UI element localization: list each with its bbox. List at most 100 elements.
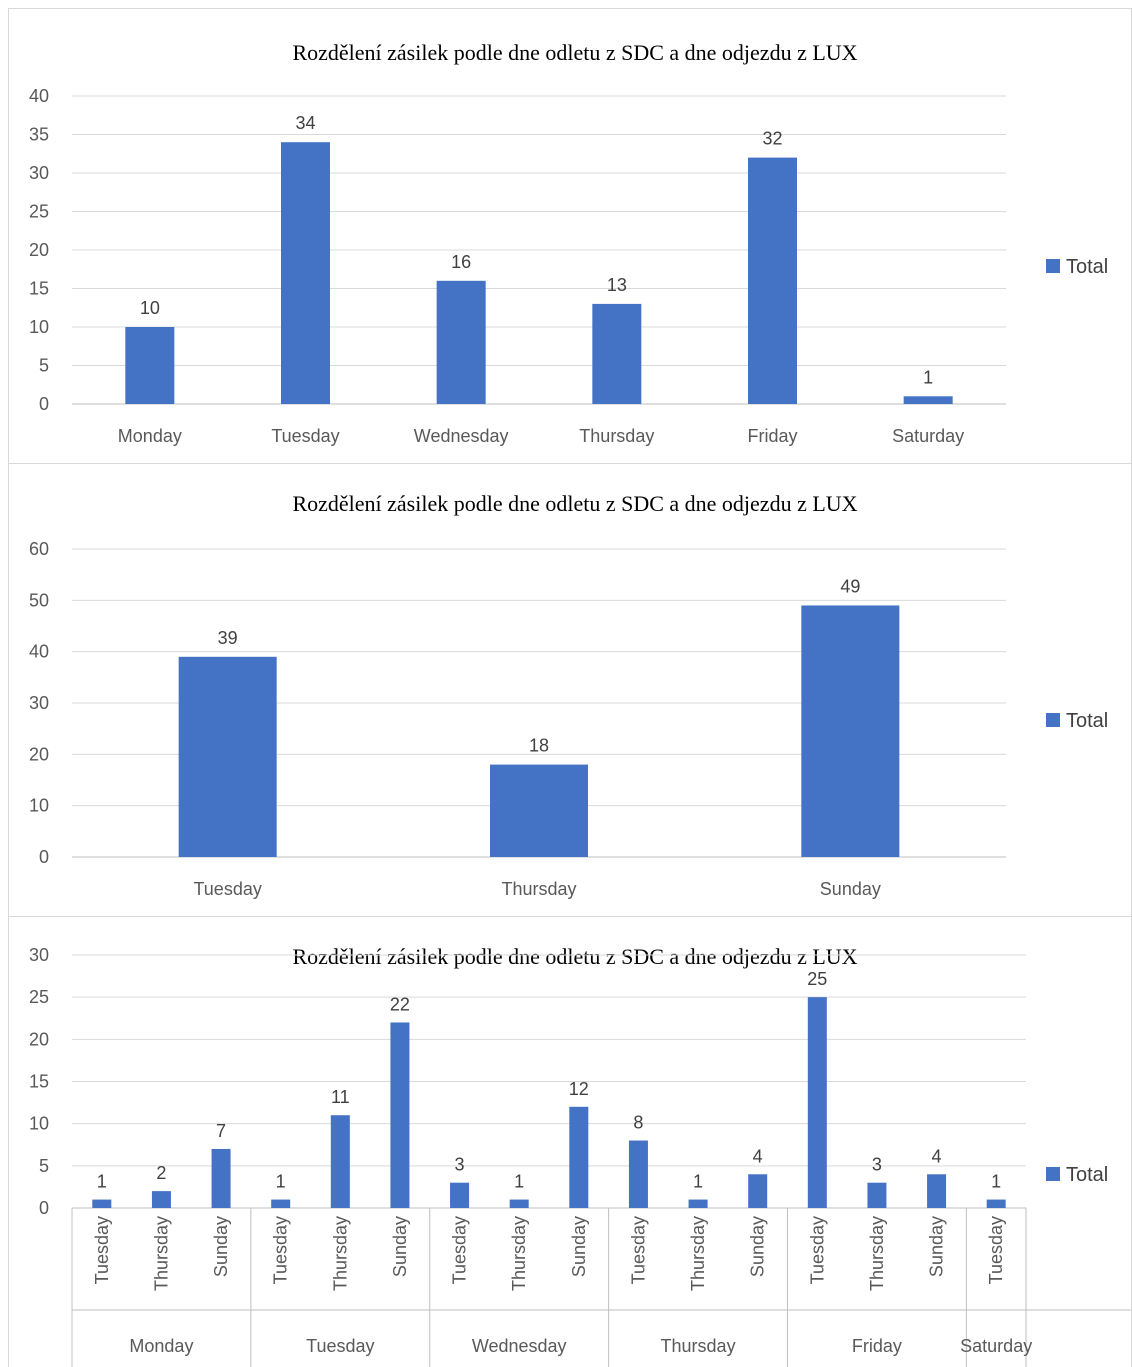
bar bbox=[688, 1199, 708, 1208]
y-tick-label: 25 bbox=[29, 202, 49, 222]
y-tick-label: 15 bbox=[29, 279, 49, 299]
x-tick-label: Thursday bbox=[579, 426, 654, 446]
y-tick-label: 20 bbox=[29, 744, 49, 764]
data-label: 2 bbox=[156, 1163, 166, 1183]
chart-title: Rozdělení zásilek podle dne odletu z SDC… bbox=[292, 491, 857, 516]
x-tick-label: Thursday bbox=[867, 1216, 887, 1291]
x-tick-label: Wednesday bbox=[414, 426, 509, 446]
x-tick-label: Tuesday bbox=[92, 1216, 112, 1284]
x-tick-label: Sunday bbox=[820, 879, 881, 899]
bar bbox=[281, 142, 330, 404]
y-tick-label: 20 bbox=[29, 1029, 49, 1049]
bar bbox=[330, 1115, 350, 1208]
y-tick-label: 40 bbox=[29, 86, 49, 106]
x-group-label: Friday bbox=[852, 1336, 902, 1356]
legend-label: Total bbox=[1066, 1164, 1108, 1186]
x-tick-label: Tuesday bbox=[271, 426, 339, 446]
data-label: 1 bbox=[693, 1172, 703, 1192]
y-tick-label: 30 bbox=[29, 163, 49, 183]
chart-panel-weekday-totals: Rozdělení zásilek podle dne odletu z SDC… bbox=[8, 8, 1132, 464]
bar bbox=[271, 1199, 291, 1208]
bar bbox=[125, 327, 175, 404]
bar bbox=[807, 997, 827, 1208]
legend-swatch bbox=[1046, 1167, 1060, 1181]
bar bbox=[436, 280, 486, 404]
legend-label: Total bbox=[1066, 256, 1108, 278]
x-tick-label: Saturday bbox=[892, 426, 964, 446]
data-label: 39 bbox=[218, 628, 238, 648]
plot-area: 0 5 10 15 20 25 30 1 Tuesday 2 Thursday 7 Sunday Mond… bbox=[29, 945, 1131, 1367]
x-tick-label: Sunday bbox=[927, 1216, 947, 1277]
y-tick-label: 0 bbox=[39, 1198, 49, 1218]
y-tick-label: 30 bbox=[29, 945, 49, 965]
data-label: 22 bbox=[390, 994, 410, 1014]
y-tick-label: 10 bbox=[29, 317, 49, 337]
bar bbox=[509, 1199, 529, 1208]
data-label: 3 bbox=[872, 1155, 882, 1175]
bar bbox=[867, 1182, 887, 1208]
data-label: 1 bbox=[514, 1172, 524, 1192]
data-label: 1 bbox=[97, 1172, 107, 1192]
legend-swatch bbox=[1046, 713, 1060, 727]
bar bbox=[801, 605, 900, 857]
plot-area: 0 5 10 15 20 25 30 35 40 10 Monday 34 Tuesday 16 Wedne… bbox=[29, 86, 1108, 446]
y-tick-label: 15 bbox=[29, 1072, 49, 1092]
bar bbox=[927, 1174, 947, 1208]
x-group-label: Saturday bbox=[960, 1336, 1032, 1356]
x-group-label: Wednesday bbox=[472, 1336, 567, 1356]
y-tick-label: 10 bbox=[29, 1114, 49, 1134]
bar bbox=[986, 1199, 1006, 1208]
x-tick-label: Friday bbox=[747, 426, 797, 446]
data-label: 49 bbox=[840, 576, 860, 596]
data-label: 4 bbox=[753, 1146, 763, 1166]
bar bbox=[903, 396, 953, 404]
data-label: 12 bbox=[569, 1079, 589, 1099]
x-tick-label: Tuesday bbox=[986, 1216, 1006, 1284]
y-tick-label: 5 bbox=[39, 1156, 49, 1176]
bar bbox=[450, 1182, 470, 1208]
x-tick-label: Sunday bbox=[748, 1216, 768, 1277]
plot-area: 0 10 20 30 40 50 60 39 Tuesday 18 Thursday 49 Sunday… bbox=[29, 539, 1108, 899]
chart-title: Rozdělení zásilek podle dne odletu z SDC… bbox=[292, 944, 857, 969]
bar bbox=[178, 656, 277, 857]
x-tick-label: Sunday bbox=[211, 1216, 231, 1277]
x-tick-label: Tuesday bbox=[193, 879, 261, 899]
x-tick-label: Tuesday bbox=[271, 1216, 291, 1284]
y-tick-label: 10 bbox=[29, 796, 49, 816]
chart-canvas: Rozdělení zásilek podle dne odletu z SDC… bbox=[29, 944, 1131, 1367]
x-tick-label: Monday bbox=[118, 426, 182, 446]
bar bbox=[211, 1148, 231, 1208]
x-group-label: Monday bbox=[129, 1336, 193, 1356]
data-label: 4 bbox=[932, 1146, 942, 1166]
bar bbox=[490, 764, 588, 857]
x-tick-label: Thursday bbox=[330, 1216, 350, 1291]
y-tick-label: 30 bbox=[29, 693, 49, 713]
legend-swatch bbox=[1046, 259, 1060, 273]
data-label: 16 bbox=[451, 252, 471, 272]
x-tick-label: Thursday bbox=[509, 1216, 529, 1291]
x-tick-label: Tuesday bbox=[628, 1216, 648, 1284]
chart-canvas: Rozdělení zásilek podle dne odletu z SDC… bbox=[29, 491, 1108, 899]
x-tick-label: Tuesday bbox=[450, 1216, 470, 1284]
data-label: 1 bbox=[276, 1172, 286, 1192]
x-tick-label: Sunday bbox=[569, 1216, 589, 1277]
y-tick-label: 20 bbox=[29, 240, 49, 260]
bar bbox=[92, 1199, 112, 1208]
bar bbox=[592, 303, 642, 404]
bar bbox=[628, 1140, 648, 1208]
y-tick-label: 5 bbox=[39, 356, 49, 376]
data-label: 3 bbox=[455, 1155, 465, 1175]
data-label: 10 bbox=[140, 298, 160, 318]
y-tick-label: 40 bbox=[29, 642, 49, 662]
chart-canvas: Rozdělení zásilek podle dne odletu z SDC… bbox=[29, 40, 1108, 446]
data-label: 1 bbox=[991, 1172, 1001, 1192]
x-group-label: Tuesday bbox=[306, 1336, 374, 1356]
x-tick-label: Thursday bbox=[151, 1216, 171, 1291]
x-tick-label: Thursday bbox=[688, 1216, 708, 1291]
data-label: 1 bbox=[923, 367, 933, 387]
y-tick-label: 60 bbox=[29, 539, 49, 559]
data-label: 11 bbox=[331, 1087, 350, 1107]
y-tick-label: 25 bbox=[29, 987, 49, 1007]
bar bbox=[748, 1174, 768, 1208]
x-tick-label: Tuesday bbox=[807, 1216, 827, 1284]
